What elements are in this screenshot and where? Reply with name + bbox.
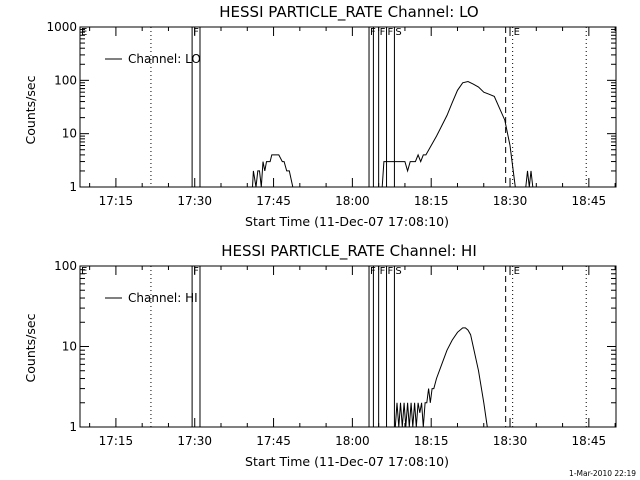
data-series-line xyxy=(381,80,516,188)
event-marker-label: F xyxy=(380,266,386,277)
x-tick-label: 18:45 xyxy=(572,434,607,448)
data-series-line xyxy=(525,170,534,188)
event-marker-label: F xyxy=(388,27,394,38)
y-tick-label: 10 xyxy=(62,127,77,141)
x-tick-label: 17:30 xyxy=(177,434,212,448)
y-tick-label: 1000 xyxy=(46,20,77,34)
y-tick-label: 1 xyxy=(69,420,77,434)
plot-frame xyxy=(79,26,617,188)
y-tick-label: 100 xyxy=(54,73,77,87)
event-marker-label: S xyxy=(395,27,401,38)
x-tick-label: 17:45 xyxy=(256,194,291,208)
x-tick-label: 18:00 xyxy=(335,194,370,208)
x-tick-label: 17:15 xyxy=(99,434,134,448)
legend-label: Channel: HI xyxy=(128,291,198,305)
x-tick-label: 18:45 xyxy=(572,194,607,208)
event-marker-label: F xyxy=(388,266,394,277)
event-marker-label: E xyxy=(81,266,87,277)
x-tick-label: 18:30 xyxy=(493,434,528,448)
legend-label: Channel: LO xyxy=(128,52,201,66)
x-tick-label: 18:00 xyxy=(335,434,370,448)
x-axis-label: Start Time (11-Dec-07 17:08:10) xyxy=(245,454,449,469)
data-series-line xyxy=(252,154,295,188)
chart-title: HESSI PARTICLE_RATE Channel: HI xyxy=(221,242,477,261)
x-tick-label: 18:15 xyxy=(414,434,449,448)
x-tick-label: 17:30 xyxy=(177,194,212,208)
event-marker-label: F xyxy=(193,266,199,277)
y-tick-label: 100 xyxy=(54,259,77,273)
data-series-line xyxy=(394,327,488,428)
chart-title: HESSI PARTICLE_RATE Channel: LO xyxy=(219,3,478,22)
y-axis-label: Counts/sec xyxy=(23,313,38,382)
x-tick-label: 17:45 xyxy=(256,434,291,448)
y-tick-label: 10 xyxy=(62,340,77,354)
x-tick-label: 17:15 xyxy=(99,194,134,208)
x-tick-label: 18:15 xyxy=(414,194,449,208)
chart-panel-hi: HESSI PARTICLE_RATE Channel: HI Start Ti… xyxy=(23,242,617,469)
x-tick-label: 18:30 xyxy=(493,194,528,208)
x-axis-label: Start Time (11-Dec-07 17:08:10) xyxy=(245,214,449,229)
chart-panel-lo: HESSI PARTICLE_RATE Channel: LO Start Ti… xyxy=(23,3,617,229)
event-marker-label: E xyxy=(514,266,520,277)
y-axis-label: Counts/sec xyxy=(23,75,38,144)
event-marker-label: E xyxy=(81,27,87,38)
event-marker-label: E xyxy=(514,27,520,38)
footer-date: 1-Mar-2010 22:19 xyxy=(569,469,636,478)
event-marker-label: S xyxy=(395,266,401,277)
event-marker-label: F xyxy=(193,27,199,38)
event-marker-label: F xyxy=(380,27,386,38)
y-tick-label: 1 xyxy=(69,180,77,194)
